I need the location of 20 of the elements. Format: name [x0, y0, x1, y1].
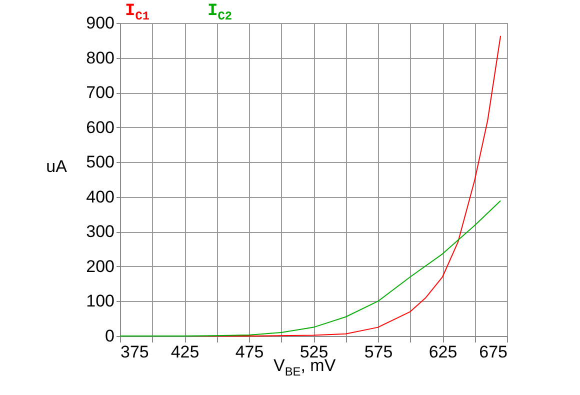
text: I$_{C1}$	[125, 2, 150, 24]
y-tick-label: 700	[86, 83, 114, 102]
y-tick-label: 800	[86, 48, 114, 68]
y-tick-label: 200	[86, 256, 114, 276]
y-tick-label: 500	[86, 152, 114, 172]
text: I$_{C2}$	[207, 2, 232, 24]
y-tick-label: 300	[86, 222, 114, 242]
y-tick-label: 600	[86, 118, 114, 137]
x-tick-label: 625	[428, 342, 458, 362]
x-tick-label: 475	[235, 342, 264, 362]
x-tick-label: 675	[479, 342, 508, 362]
x-tick-label: 375	[120, 342, 149, 362]
y-tick-label: 0	[105, 326, 114, 346]
x-tick-label: 425	[170, 342, 200, 362]
x-tick-label: 575	[364, 342, 393, 362]
y-tick-label: 900	[86, 14, 114, 32]
y-tick-label: 400	[86, 187, 114, 206]
y-axis-title: uA	[46, 157, 68, 176]
y-tick-label: 100	[86, 292, 114, 311]
line-series	[120, 200, 502, 336]
